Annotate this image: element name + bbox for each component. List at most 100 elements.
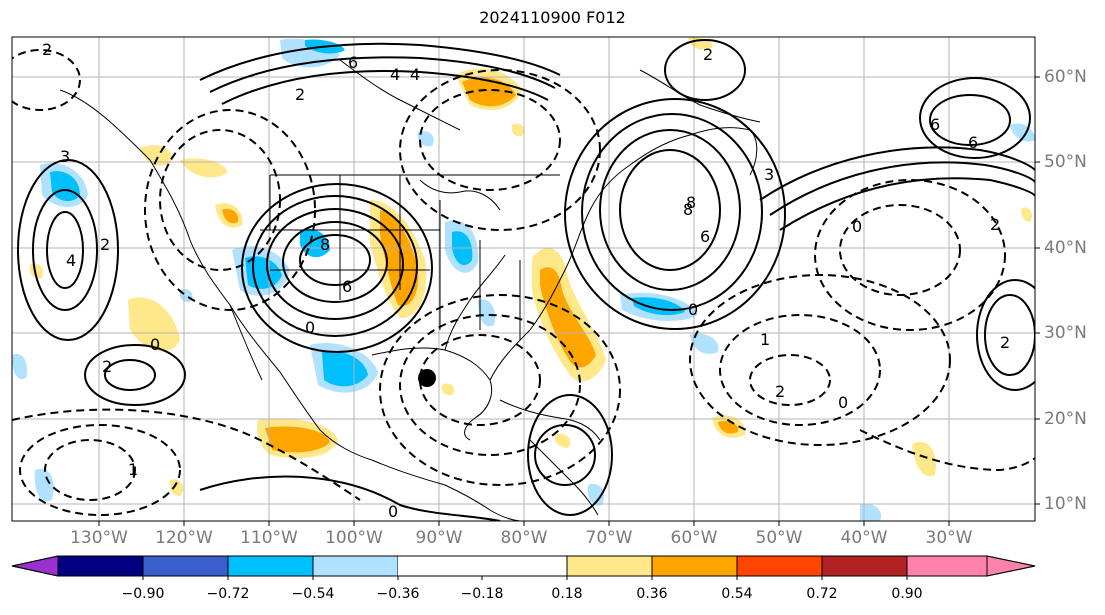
contour-east-2 [976, 279, 1035, 391]
lon-label-50w: 50°W [755, 528, 803, 548]
contour-label: 2 [1000, 333, 1010, 352]
colorbar-segment-1 [57, 555, 144, 577]
contour-ne-atl-1 [929, 94, 1011, 146]
lon-label-110w: 110°W [240, 528, 298, 548]
contour-label: 8 [686, 193, 696, 212]
contour-neg-atl-2 [719, 314, 881, 426]
contour-label: 2 [703, 45, 713, 64]
contour-label: 2 [42, 40, 52, 59]
colorbar-tick-label: −0.54 [291, 586, 335, 602]
contour-label: 0 [388, 502, 398, 521]
contour-label: 6 [348, 53, 358, 72]
fill-neg-small-2 [417, 130, 434, 147]
contour-neg-n-1 [419, 89, 561, 191]
contour-label: 0 [688, 300, 698, 319]
contour-label: 4 [410, 65, 420, 84]
contour-neg-n-2 [399, 69, 601, 231]
fill-neg-small-7 [587, 483, 604, 506]
contour-sw-2 [84, 344, 186, 406]
contour-top-band-1 [199, 42, 561, 81]
lat-label-30n: 30°N [1044, 323, 1087, 343]
colorbar-segment-5 [398, 556, 567, 576]
colorbar-segment-2 [142, 555, 229, 577]
contour-label: 4 [390, 65, 400, 84]
contour-low-central-us-4 [252, 195, 418, 337]
colorbar-segment-8 [736, 555, 823, 577]
colorbar [11, 555, 1036, 580]
fill-pos-pacific-sw [128, 297, 180, 352]
lat-label-20n: 20°N [1044, 409, 1087, 429]
colorbar-tick-label: −0.36 [376, 586, 420, 602]
lon-label-30w: 30°W [925, 528, 973, 548]
contour-atl-low-1 [619, 149, 721, 271]
colorbar-outline [11, 555, 1036, 577]
colorbar-tick-label: 0.72 [806, 586, 838, 602]
lon-label-90w: 90°W [415, 528, 463, 548]
contour-neg-gulf-3 [379, 294, 621, 486]
fill-neg-small-3 [478, 299, 496, 327]
contour-neg-atl-1 [749, 354, 831, 406]
colorbar-segment-6 [566, 555, 653, 577]
lat-label-50n: 50°N [1044, 152, 1087, 172]
lon-label-120w: 120°W [155, 528, 213, 548]
contour-east-1 [984, 294, 1035, 376]
contour-low-central-us-1 [299, 234, 371, 286]
colorbar-tick-label: 0.18 [551, 586, 583, 602]
location-marker [418, 369, 436, 387]
lon-label-70w: 70°W [585, 528, 633, 548]
contour-top-right-1 [664, 39, 746, 101]
fill-pos-small-6 [554, 433, 571, 448]
contour-label: 1 [128, 460, 138, 479]
contour-label: 2 [100, 235, 110, 254]
colorbar-segment-10 [906, 555, 988, 577]
fill-pos-small-1 [511, 123, 525, 137]
colorbar-tick-label: 0.54 [721, 586, 753, 602]
contour-neg-sw-2 [19, 424, 181, 516]
colorbar-tick-label: 0.36 [636, 586, 668, 602]
contour-label: 0 [852, 217, 862, 236]
contour-ne-atl-2 [919, 77, 1031, 159]
contour-zero-south [199, 475, 501, 521]
contour-label: 0 [838, 393, 848, 412]
fill-pos-small-2 [1021, 207, 1033, 222]
contour-neg-gulf-2 [399, 314, 581, 456]
contour-label: 2 [775, 382, 785, 401]
contour-pacific-1 [46, 211, 84, 289]
contour-neg-west-2 [144, 109, 316, 311]
colorbar-segment-4 [312, 555, 399, 577]
contour-label: 1 [760, 330, 770, 349]
contour-neg-west-1 [159, 129, 281, 271]
contour-atl-low-3 [581, 113, 763, 311]
fill-pos-central-us-core [380, 210, 419, 306]
fill-pos-small-3 [169, 479, 184, 496]
contour-top-band-3 [221, 70, 549, 105]
colorbar-tick-label: −0.72 [206, 586, 250, 602]
contour-neg-gulf-1 [419, 334, 541, 426]
colorbar-segment-3 [227, 555, 314, 577]
fill-neg-bc-core [50, 171, 80, 202]
contour-caribbean-2 [527, 394, 613, 516]
contour-low-central-us-3 [266, 208, 404, 320]
lat-label-60n: 60°N [1044, 67, 1087, 87]
contour-neg-eline [859, 429, 1035, 472]
colorbar-segment-7 [651, 555, 738, 577]
contour-label: 6 [930, 115, 940, 134]
contour-neg-sw-1 [44, 439, 136, 501]
axis-ticks [98, 76, 1040, 526]
lon-label-100w: 100°W [325, 528, 383, 548]
fill-pos-mexico-core [265, 426, 330, 453]
contour-low-central-us-2 [282, 221, 388, 303]
contour-value-labels: 2 6 4 2 2 6 8 6 8 4 2 6 4 0 3 3 8 6 0 2 … [42, 40, 1010, 521]
positive-anomaly-shading [29, 37, 1033, 496]
contour-label: 3 [764, 165, 774, 184]
fill-neg-small-6 [860, 503, 882, 521]
contours-negative [12, 49, 1035, 516]
contour-neg-east-1 [839, 204, 961, 296]
colorbar-arrow-right [986, 555, 1036, 577]
contour-label: 0 [150, 335, 160, 354]
fill-neg-small-4 [12, 353, 28, 380]
contour-neg-east-2 [814, 179, 1006, 331]
fill-pos-small-5 [441, 383, 455, 396]
contour-jet-atl-1 [759, 146, 1035, 201]
